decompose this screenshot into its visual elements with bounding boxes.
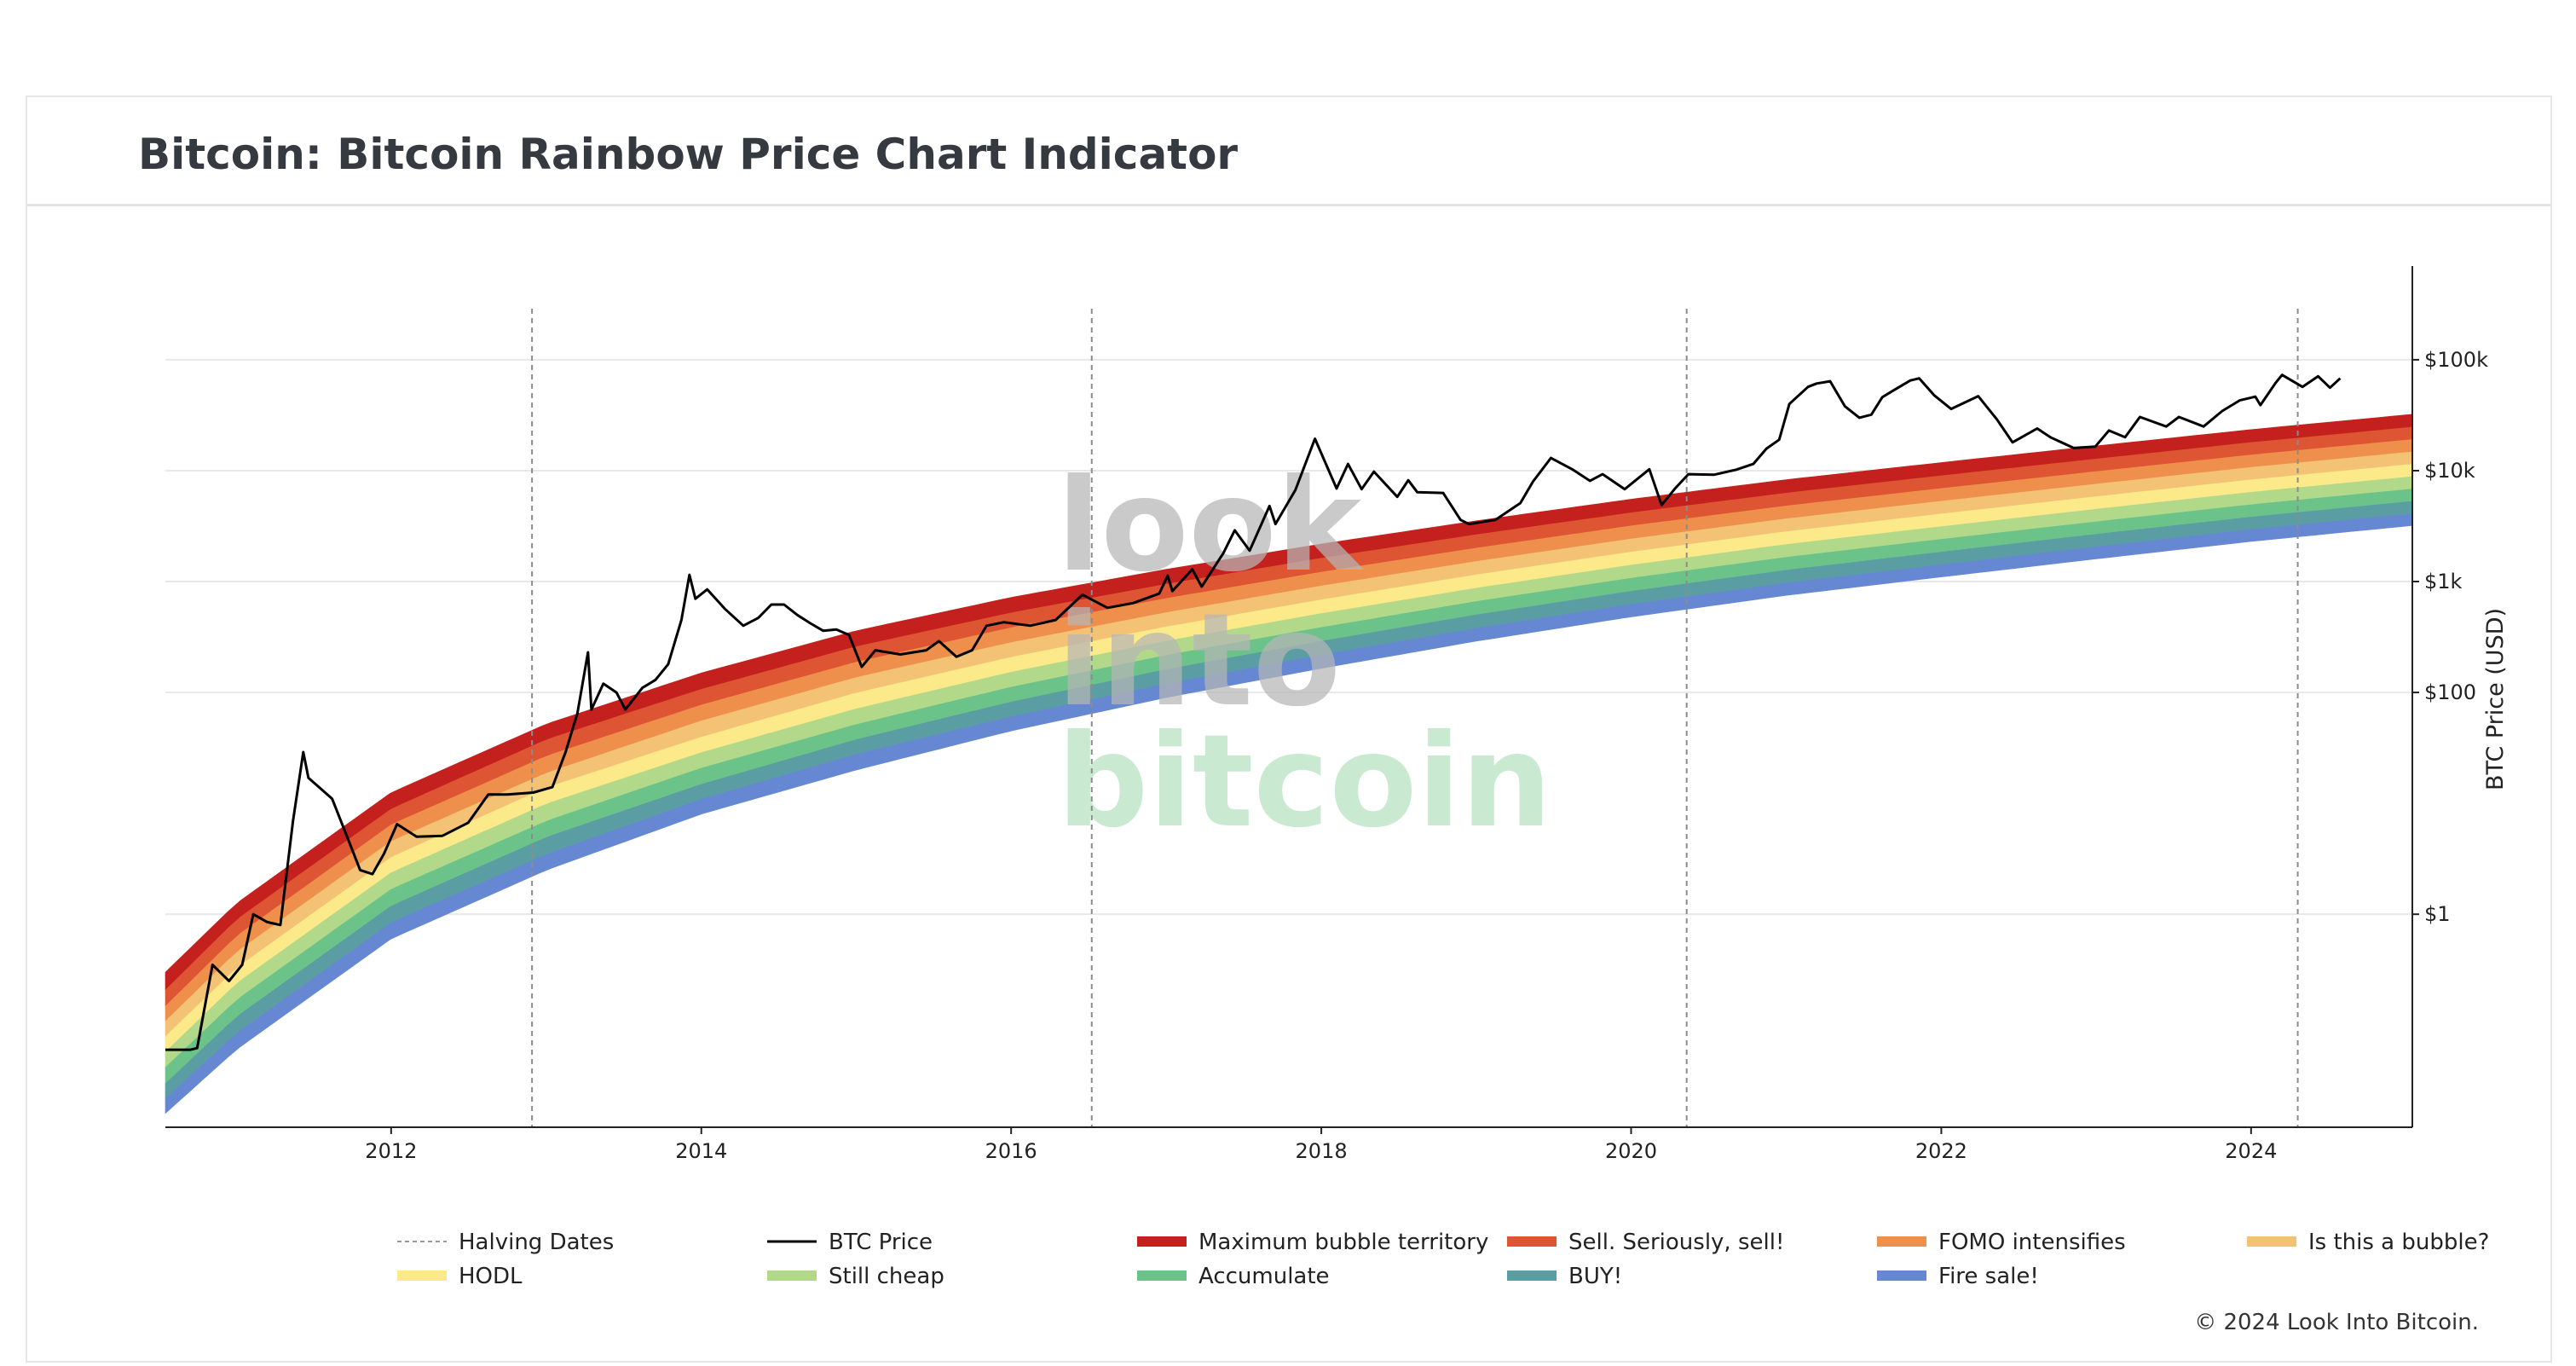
watermark-word-2: into xyxy=(1057,587,1341,735)
legend-item-9[interactable]: Accumulate xyxy=(1137,1264,1330,1289)
x-tick-label-2024: 2024 xyxy=(2225,1139,2277,1163)
legend-label: Halving Dates xyxy=(459,1230,614,1255)
x-tick-label-2018: 2018 xyxy=(1296,1139,1348,1163)
legend-label: FOMO intensifies xyxy=(1938,1230,2126,1255)
legend-item-1[interactable]: Halving Dates xyxy=(397,1230,614,1255)
chart-card-header: Bitcoin: Bitcoin Rainbow Price Chart Ind… xyxy=(27,97,2550,206)
legend-label: Still cheap xyxy=(829,1264,944,1289)
legend-label: HODL xyxy=(459,1264,523,1289)
legend-label: BUY! xyxy=(1568,1264,1622,1289)
legend-item-7[interactable]: HODL xyxy=(397,1264,523,1289)
watermark-word-1: look xyxy=(1057,452,1365,600)
halving-lines xyxy=(531,309,2299,1127)
y-tick-label-2: $1k xyxy=(2424,570,2463,593)
watermark-word-3: bitcoin xyxy=(1057,708,1552,856)
watermark: look into bitcoin xyxy=(1057,452,1552,856)
legend-item-11[interactable]: Fire sale! xyxy=(1877,1264,2039,1289)
y-tick-label-4: $100k xyxy=(2424,348,2488,372)
legend-label: Sell. Seriously, sell! xyxy=(1568,1230,1784,1255)
y-tick-label-3: $10k xyxy=(2424,459,2475,483)
y-axis-title: BTC Price (USD) xyxy=(2482,608,2509,790)
axes: 2012 2014 2016 2018 2020 2022 2024 $1 $100 $1k $10… xyxy=(165,266,2509,1163)
legend-item-8[interactable]: Still cheap xyxy=(767,1264,944,1289)
page-title: Bitcoin: Bitcoin Rainbow Price Chart Ind… xyxy=(138,130,1239,179)
legend-item-10[interactable]: BUY! xyxy=(1507,1264,1622,1289)
legend-item-4[interactable]: Sell. Seriously, sell! xyxy=(1507,1230,1784,1255)
legend-item-5[interactable]: FOMO intensifies xyxy=(1877,1230,2126,1255)
x-tick-label-2022: 2022 xyxy=(1915,1139,1967,1163)
x-tick-label-2012: 2012 xyxy=(365,1139,417,1163)
legend-label: Is this a bubble? xyxy=(2308,1230,2489,1255)
legend-label: Accumulate xyxy=(1198,1264,1330,1289)
legend: Halving Dates BTC Price Maximum bubble ter… xyxy=(397,1230,2489,1289)
btc-price-line xyxy=(165,373,2342,1051)
y-tick-label-0: $1 xyxy=(2424,902,2451,926)
x-tick-label-2014: 2014 xyxy=(675,1139,727,1163)
x-tick-label-2016: 2016 xyxy=(985,1139,1037,1163)
btc-price-layer xyxy=(165,373,2342,1051)
chart-card: Bitcoin: Bitcoin Rainbow Price Chart Ind… xyxy=(26,96,2552,1363)
legend-label: Maximum bubble territory xyxy=(1198,1230,1488,1255)
legend-item-6[interactable]: Is this a bubble? xyxy=(2247,1230,2489,1255)
x-tick-label-2020: 2020 xyxy=(1605,1139,1657,1163)
copyright-text: © 2024 Look Into Bitcoin. xyxy=(2194,1310,2479,1335)
legend-label: BTC Price xyxy=(829,1230,933,1255)
y-tick-label-1: $100 xyxy=(2424,680,2476,704)
legend-item-3[interactable]: Maximum bubble territory xyxy=(1137,1230,1488,1255)
legend-item-2[interactable]: BTC Price xyxy=(767,1230,933,1255)
legend-label: Fire sale! xyxy=(1938,1264,2039,1289)
